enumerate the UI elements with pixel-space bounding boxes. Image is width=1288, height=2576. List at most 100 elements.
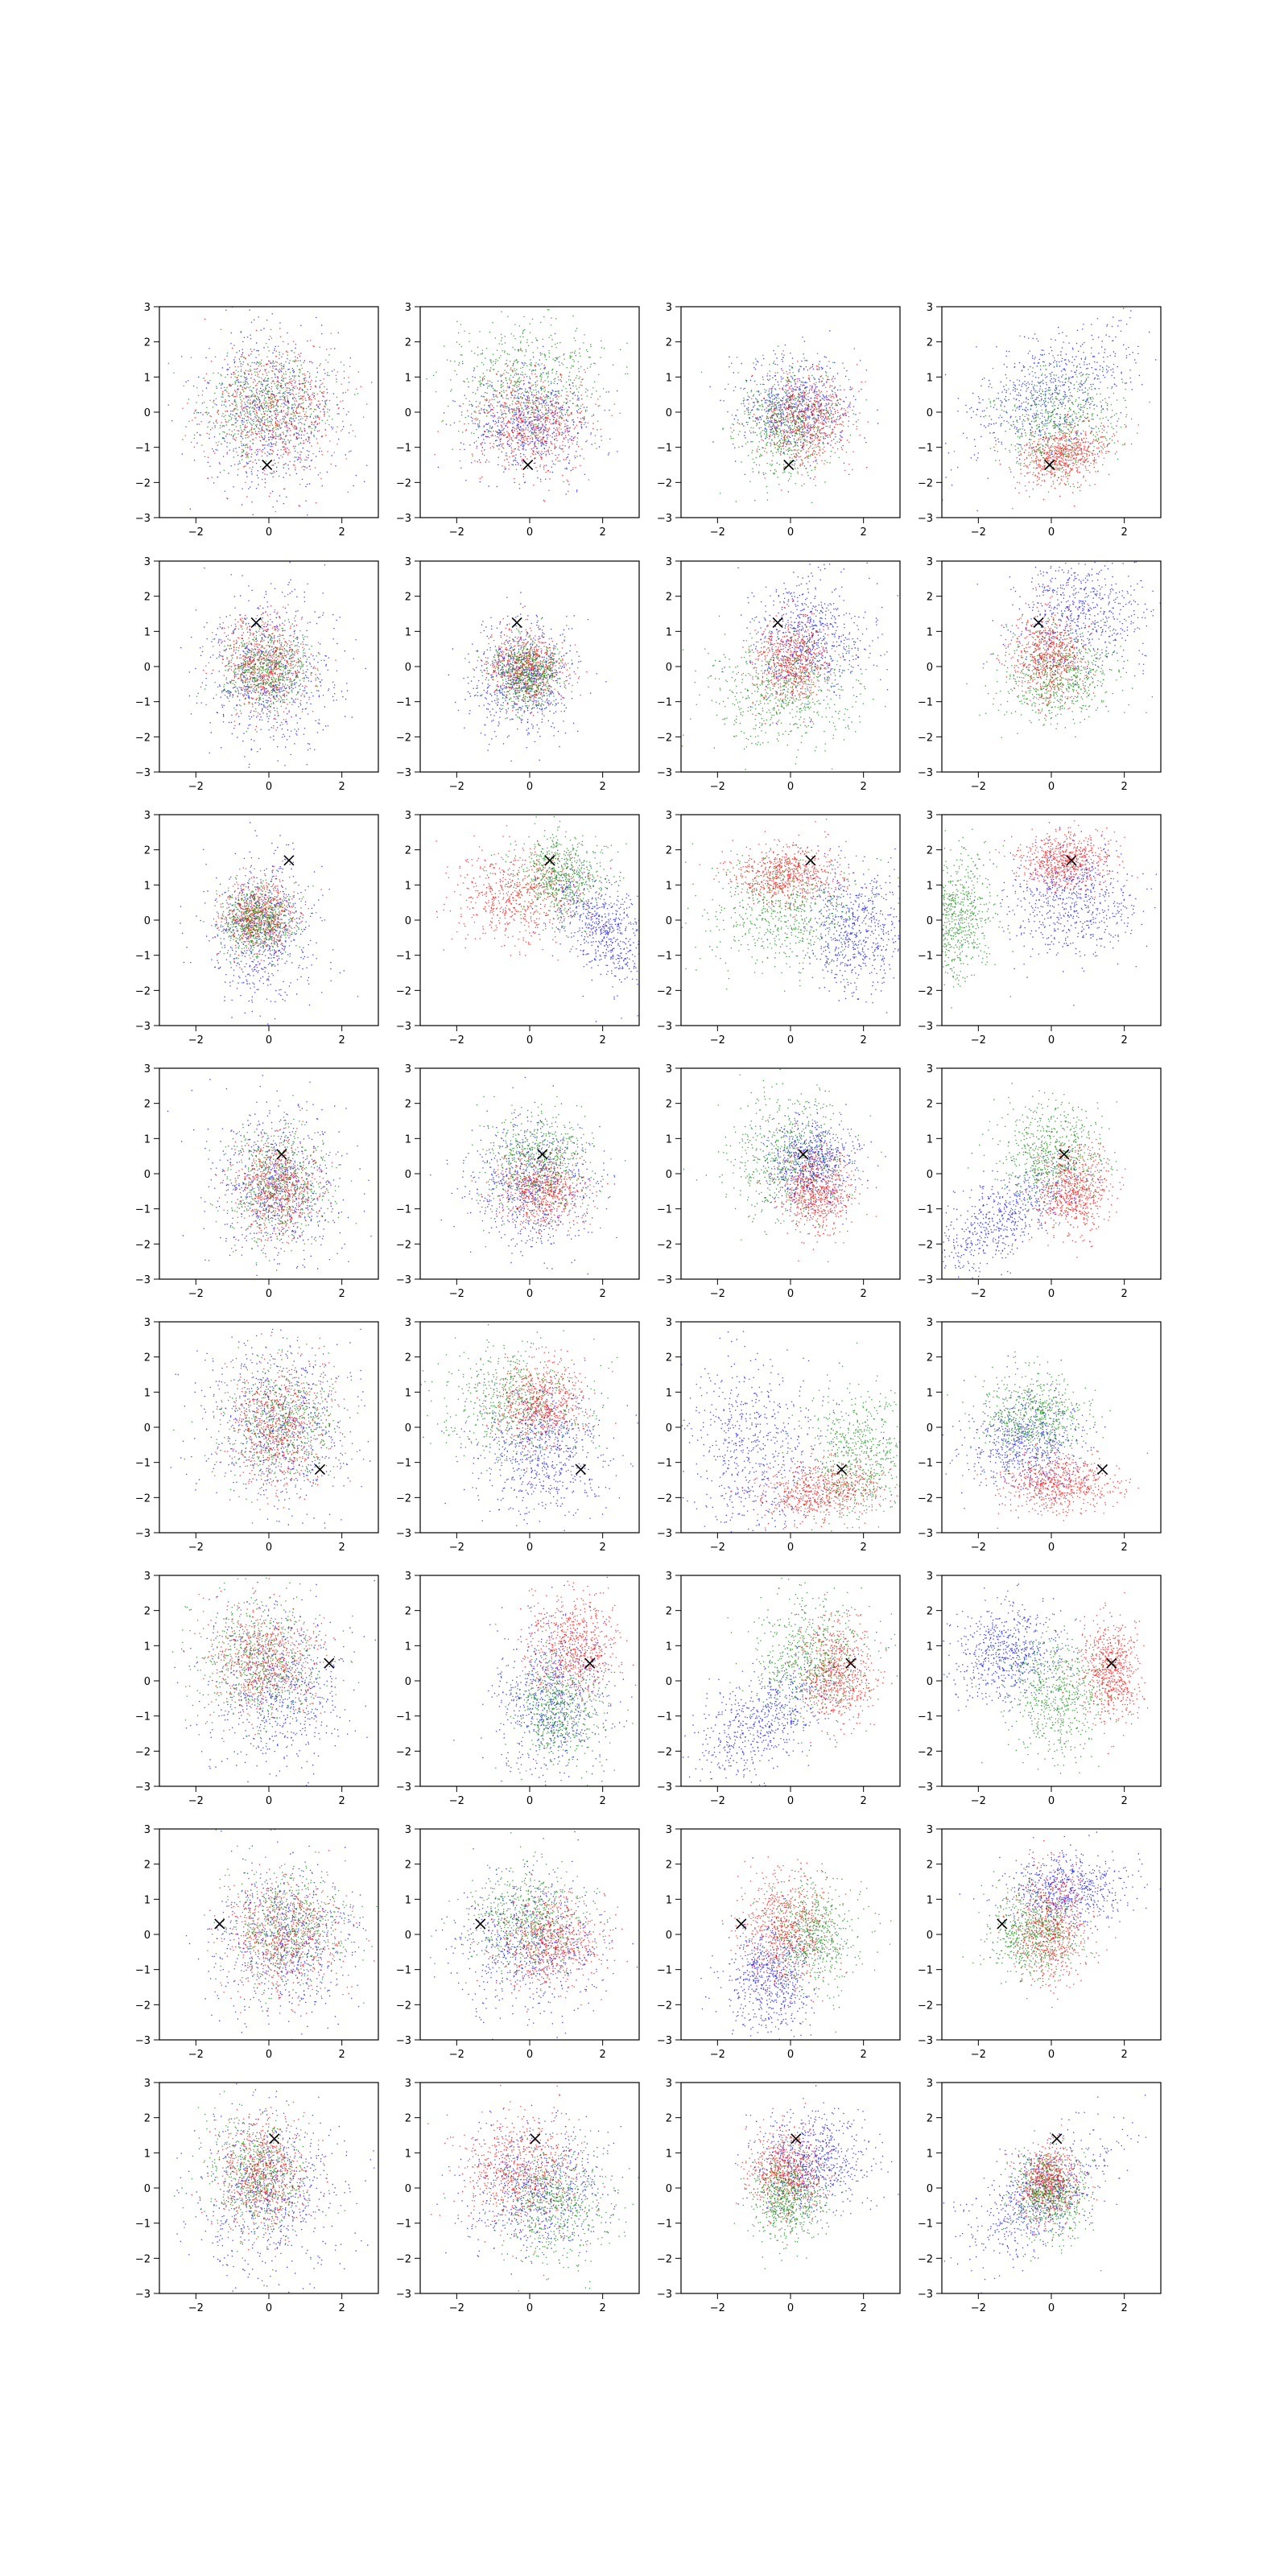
scatter-points: [681, 562, 898, 770]
x-tick-label: −2: [449, 1288, 464, 1300]
y-tick-label: 2: [927, 592, 933, 604]
x-marker: [214, 1918, 225, 1930]
y-tick-label: 1: [666, 2148, 672, 2160]
y-tick-label: 0: [927, 407, 933, 419]
x-marker: [798, 1149, 809, 1160]
y-tick-label: 2: [144, 1606, 151, 1618]
y-tick-label: −2: [657, 1239, 672, 1251]
subplot-r1-c1: −2 0 2 −3 −2 −1 0 1 2 3: [135, 302, 379, 539]
y-tick-label: 2: [666, 1606, 672, 1618]
x-tick-label: 2: [339, 2049, 345, 2061]
x-tick-label: 2: [600, 526, 606, 539]
y-tick-label: 2: [927, 1099, 933, 1111]
x-tick-label: 0: [1048, 1288, 1055, 1300]
y-tick-label: −1: [657, 1965, 672, 1977]
point-cloud-red: [473, 606, 588, 716]
y-tick-label: −3: [135, 767, 151, 779]
y-tick-label: −3: [657, 2289, 672, 2301]
x-tick-label: −2: [971, 2302, 986, 2314]
point-cloud-blue: [700, 1857, 823, 2040]
y-tick-label: 3: [666, 1824, 672, 1836]
x-marker: [845, 1657, 857, 1669]
y-tick-label: 0: [927, 1930, 933, 1942]
x-tick-label: −2: [710, 1795, 725, 1807]
y-tick-label: −2: [135, 477, 151, 489]
y-tick-label: −3: [396, 767, 411, 779]
x-tick-label: −2: [188, 1034, 204, 1046]
x-tick-label: −2: [971, 1034, 986, 1046]
y-tick-label: 1: [144, 1133, 151, 1146]
x-marker: [584, 1657, 596, 1669]
y-tick-label: −3: [135, 513, 151, 525]
y-tick-label: 1: [927, 1641, 933, 1653]
y-tick-label: −1: [918, 1204, 933, 1216]
y-tick-label: −1: [396, 697, 411, 709]
y-tick-label: 3: [144, 1063, 151, 1075]
x-tick-label: 2: [861, 2049, 867, 2061]
x-tick-label: 0: [1048, 2049, 1055, 2061]
y-tick-label: 2: [405, 2113, 411, 2125]
x-tick-label: −2: [188, 526, 204, 539]
subplot-r5-c2: −2 0 2 −3 −2 −1 0 1 2 3: [396, 1317, 640, 1554]
y-tick-label: 3: [405, 1317, 411, 1329]
y-tick-label: 1: [927, 372, 933, 384]
y-tick-label: −1: [135, 1965, 151, 1977]
y-tick-label: −2: [918, 477, 933, 489]
point-cloud-green: [206, 1095, 357, 1264]
x-tick-label: 2: [600, 2302, 606, 2314]
y-tick-label: 1: [144, 626, 151, 638]
y-tick-label: −1: [657, 1711, 672, 1724]
y-tick-label: −3: [135, 1021, 151, 1033]
y-tick-label: 3: [405, 2078, 411, 2090]
panels-layer: −2 0 2 −3 −2 −1 0 1 2 3 −2 0 2 −3 −2 −1 0 1 2 3 −2 0 2 −3 −2 −1 0 1…: [135, 302, 1162, 2314]
x-marker: [1044, 459, 1055, 471]
y-tick-label: −3: [918, 513, 933, 525]
y-tick-label: 2: [144, 845, 151, 857]
x-tick-label: 2: [861, 781, 867, 793]
x-tick-label: 0: [526, 526, 533, 539]
y-tick-label: 2: [144, 592, 151, 604]
scatter-points: [682, 1577, 898, 1786]
x-tick-label: 0: [1048, 1034, 1055, 1046]
point-cloud-blue: [942, 1355, 1106, 1518]
y-tick-label: 2: [144, 2113, 151, 2125]
point-cloud-green: [167, 328, 373, 477]
y-tick-label: −2: [396, 1492, 411, 1505]
y-tick-label: 0: [927, 2183, 933, 2195]
x-tick-label: 2: [861, 2302, 867, 2314]
y-tick-label: −2: [396, 732, 411, 744]
point-cloud-blue: [436, 2104, 623, 2275]
y-tick-label: 2: [666, 1099, 672, 1111]
y-tick-label: 2: [927, 2113, 933, 2125]
y-tick-label: −1: [657, 1458, 672, 1470]
x-marker: [1066, 855, 1077, 866]
subplot-r8-c2: −2 0 2 −3 −2 −1 0 1 2 3: [396, 2078, 640, 2314]
y-tick-label: −3: [918, 1021, 933, 1033]
y-tick-label: 0: [144, 2183, 151, 2195]
y-tick-label: 0: [666, 662, 672, 674]
x-marker: [783, 459, 795, 471]
y-tick-label: −3: [918, 1528, 933, 1540]
x-tick-label: 0: [526, 1288, 533, 1300]
x-marker: [262, 459, 273, 471]
subplot-r3-c2: −2 0 2 −3 −2 −1 0 1 2 3: [396, 810, 640, 1046]
y-tick-label: 1: [666, 880, 672, 892]
y-tick-label: 3: [666, 810, 672, 822]
y-tick-label: 3: [666, 1571, 672, 1583]
y-tick-label: −3: [396, 2289, 411, 2301]
subplot-r1-c4: −2 0 2 −3 −2 −1 0 1 2 3: [918, 302, 1162, 539]
x-tick-label: 0: [1048, 1795, 1055, 1807]
subplot-r6-c1: −2 0 2 −3 −2 −1 0 1 2 3: [135, 1571, 379, 1807]
y-tick-label: 0: [927, 1676, 933, 1688]
y-tick-label: 2: [927, 1860, 933, 1872]
y-tick-label: −3: [396, 1781, 411, 1794]
y-tick-label: 3: [927, 1063, 933, 1075]
scatter-points: [167, 307, 373, 516]
y-tick-label: 2: [666, 2113, 672, 2125]
x-tick-label: 2: [600, 781, 606, 793]
subplot-r5-c4: −2 0 2 −3 −2 −1 0 1 2 3: [918, 1317, 1162, 1554]
y-tick-label: −1: [918, 697, 933, 709]
x-tick-label: 2: [600, 1288, 606, 1300]
y-tick-label: −3: [918, 767, 933, 779]
